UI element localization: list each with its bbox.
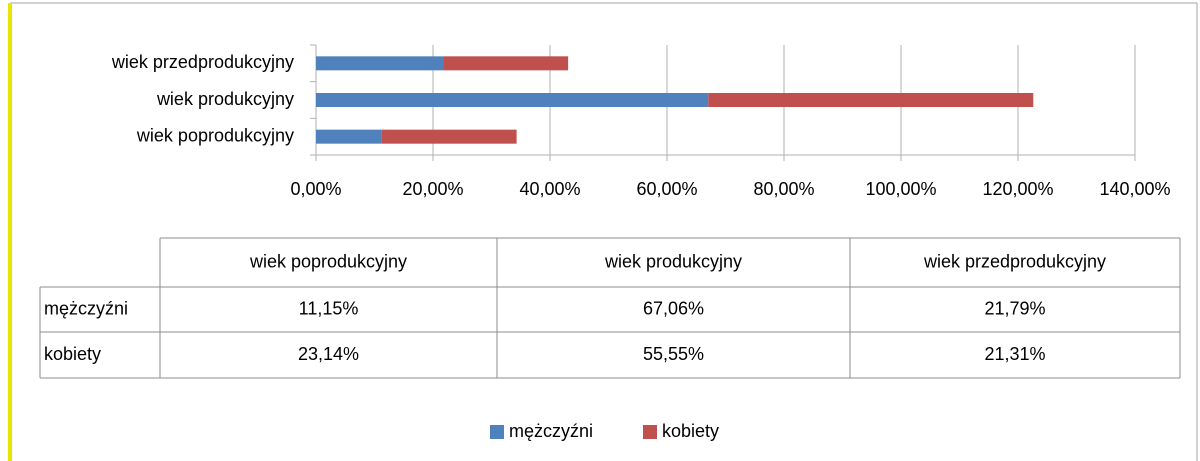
x-tick-label: 140,00%	[1099, 179, 1170, 199]
x-tick-label: 40,00%	[519, 179, 580, 199]
table-cell: 21,31%	[984, 344, 1045, 364]
bar	[316, 56, 444, 71]
bar	[443, 56, 569, 71]
table-row-label: mężczyźni	[44, 298, 128, 318]
legend-swatch	[643, 425, 657, 439]
bar	[316, 93, 709, 107]
table-header: wiek produkcyjny	[604, 251, 742, 271]
bar	[381, 129, 517, 144]
x-tick-label: 60,00%	[636, 179, 697, 199]
table-cell: 23,14%	[298, 344, 359, 364]
x-tick-label: 120,00%	[982, 179, 1053, 199]
x-tick-label: 0,00%	[290, 179, 341, 199]
legend-label: kobiety	[662, 421, 719, 441]
table-cell: 67,06%	[643, 298, 704, 318]
table-header: wiek przedprodukcyjny	[923, 251, 1106, 271]
x-tick-label: 80,00%	[753, 179, 814, 199]
x-tick-label: 20,00%	[402, 179, 463, 199]
table-cell: 21,79%	[984, 298, 1045, 318]
table-cell: 11,15%	[299, 298, 359, 318]
legend-swatch	[490, 425, 504, 439]
bar	[316, 129, 382, 144]
table-cell: 55,55%	[643, 344, 704, 364]
y-tick-label: wiek produkcyjny	[156, 89, 294, 109]
table-row-label: kobiety	[44, 344, 101, 364]
table-header: wiek poprodukcyjny	[249, 251, 407, 271]
legend-label: mężczyźni	[509, 421, 593, 441]
y-tick-label: wiek przedprodukcyjny	[111, 52, 294, 72]
x-tick-label: 100,00%	[865, 179, 936, 199]
y-tick-label: wiek poprodukcyjny	[136, 125, 294, 145]
bar	[708, 93, 1034, 107]
